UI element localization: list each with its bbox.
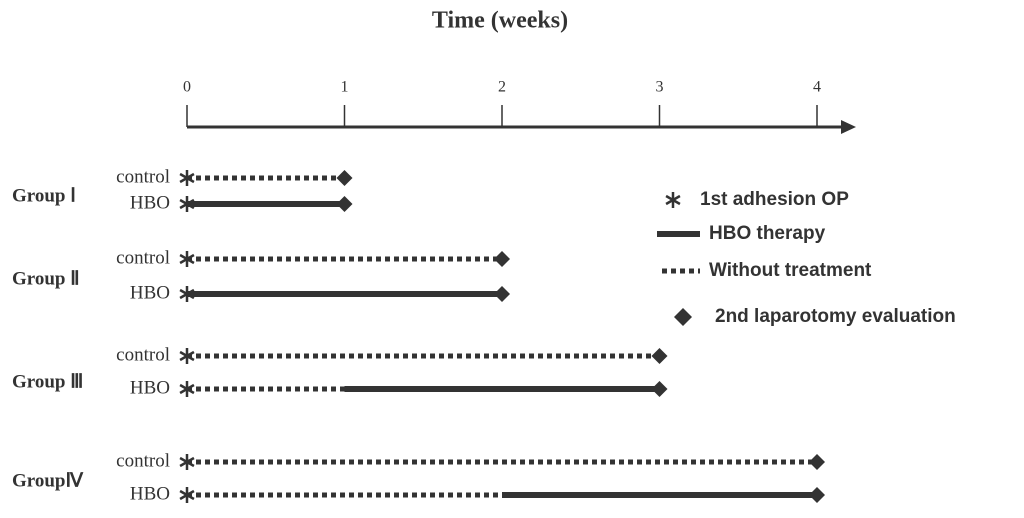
asterisk <box>179 454 195 470</box>
asterisk-stroke <box>179 350 195 362</box>
tick-label: 0 <box>183 79 191 96</box>
legend-label: 1st adhesion OP <box>700 189 849 210</box>
asterisk <box>179 381 195 397</box>
asterisk <box>179 286 195 302</box>
legend-label: 2nd laparotomy evaluation <box>715 306 956 327</box>
group-label: GroupⅣ <box>12 470 84 491</box>
asterisk <box>179 196 195 212</box>
asterisk <box>179 348 195 364</box>
axis-arrow <box>841 120 856 134</box>
tick-label: 4 <box>813 79 821 96</box>
diamond <box>336 170 353 186</box>
asterisk-stroke <box>179 172 195 184</box>
row-label: control <box>116 166 170 187</box>
asterisk <box>179 251 195 267</box>
row-label: HBO <box>130 377 170 398</box>
tick-label: 3 <box>656 79 664 96</box>
asterisk-stroke <box>179 383 195 395</box>
diamond <box>809 454 825 470</box>
asterisk-stroke <box>179 456 195 468</box>
asterisk-stroke <box>179 253 195 265</box>
diamond <box>494 286 510 302</box>
diamond <box>651 348 668 364</box>
diamond <box>651 381 668 397</box>
asterisk-stroke <box>179 489 195 501</box>
asterisk-stroke <box>179 198 195 210</box>
group-label: Group Ⅰ <box>12 185 76 206</box>
diamond <box>494 251 510 267</box>
diamond <box>674 308 692 326</box>
title: Time (weeks) <box>432 8 568 34</box>
row-label: HBO <box>130 282 170 303</box>
group-label: Group Ⅱ <box>12 268 80 289</box>
diamond <box>809 487 825 503</box>
asterisk <box>665 192 681 208</box>
tick-label: 1 <box>341 79 349 96</box>
diamond <box>336 196 353 212</box>
asterisk-stroke <box>179 288 195 300</box>
group-label: Group Ⅲ <box>12 371 83 392</box>
row-label: control <box>116 247 170 268</box>
asterisk <box>179 170 195 186</box>
legend-label: HBO therapy <box>709 223 826 244</box>
row-label: control <box>116 344 170 365</box>
row-label: HBO <box>130 483 170 504</box>
asterisk <box>179 487 195 503</box>
asterisk-stroke <box>665 194 681 206</box>
tick-label: 2 <box>498 79 506 96</box>
row-label: control <box>116 450 170 471</box>
legend-label: Without treatment <box>709 260 872 281</box>
row-label: HBO <box>130 192 170 213</box>
